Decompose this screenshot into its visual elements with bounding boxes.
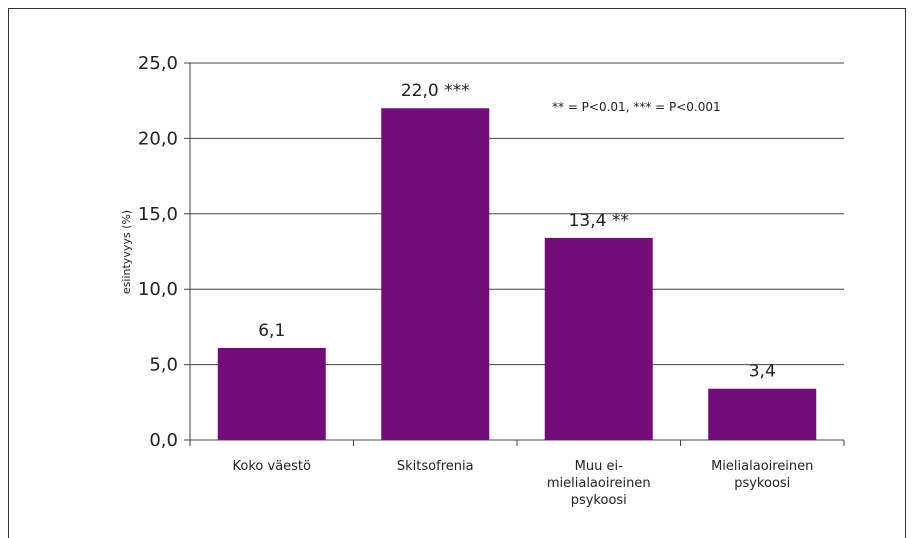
y-tick-label: 25,0 [138, 53, 178, 74]
category-label: Mielialaoireinen psykoosi [711, 459, 813, 491]
data-label: 3,4 [749, 362, 776, 382]
category-label: Muu ei-mielialaoireinen psykoosi [547, 459, 651, 508]
bars [217, 108, 817, 441]
y-tick-label: 10,0 [138, 279, 178, 300]
bar [544, 237, 653, 440]
bar [381, 108, 490, 441]
category-label: Koko väestö [233, 459, 312, 474]
y-tick-label: 20,0 [138, 128, 178, 149]
bar [217, 348, 326, 440]
labels: 0,0 5,0 10,0 15,0 20,0 25,0 6,1 Koko väestö 22,0… [138, 53, 813, 508]
data-label: 6,1 [258, 321, 285, 341]
data-label: 13,4 ** [569, 211, 629, 231]
chart-frame [8, 8, 906, 538]
significance-note: ** = P<0.01, *** = P<0.001 [552, 100, 721, 114]
y-tick-label: 5,0 [149, 355, 178, 376]
category-label: Skitsofrenia [397, 459, 474, 474]
y-axis-label: esiintyvyys (%) [120, 210, 133, 294]
y-tick-label: 15,0 [138, 204, 178, 225]
y-tick-label: 0,0 [149, 430, 178, 451]
data-label: 22,0 *** [401, 81, 470, 101]
bar [708, 388, 817, 440]
gridlines [184, 62, 844, 366]
